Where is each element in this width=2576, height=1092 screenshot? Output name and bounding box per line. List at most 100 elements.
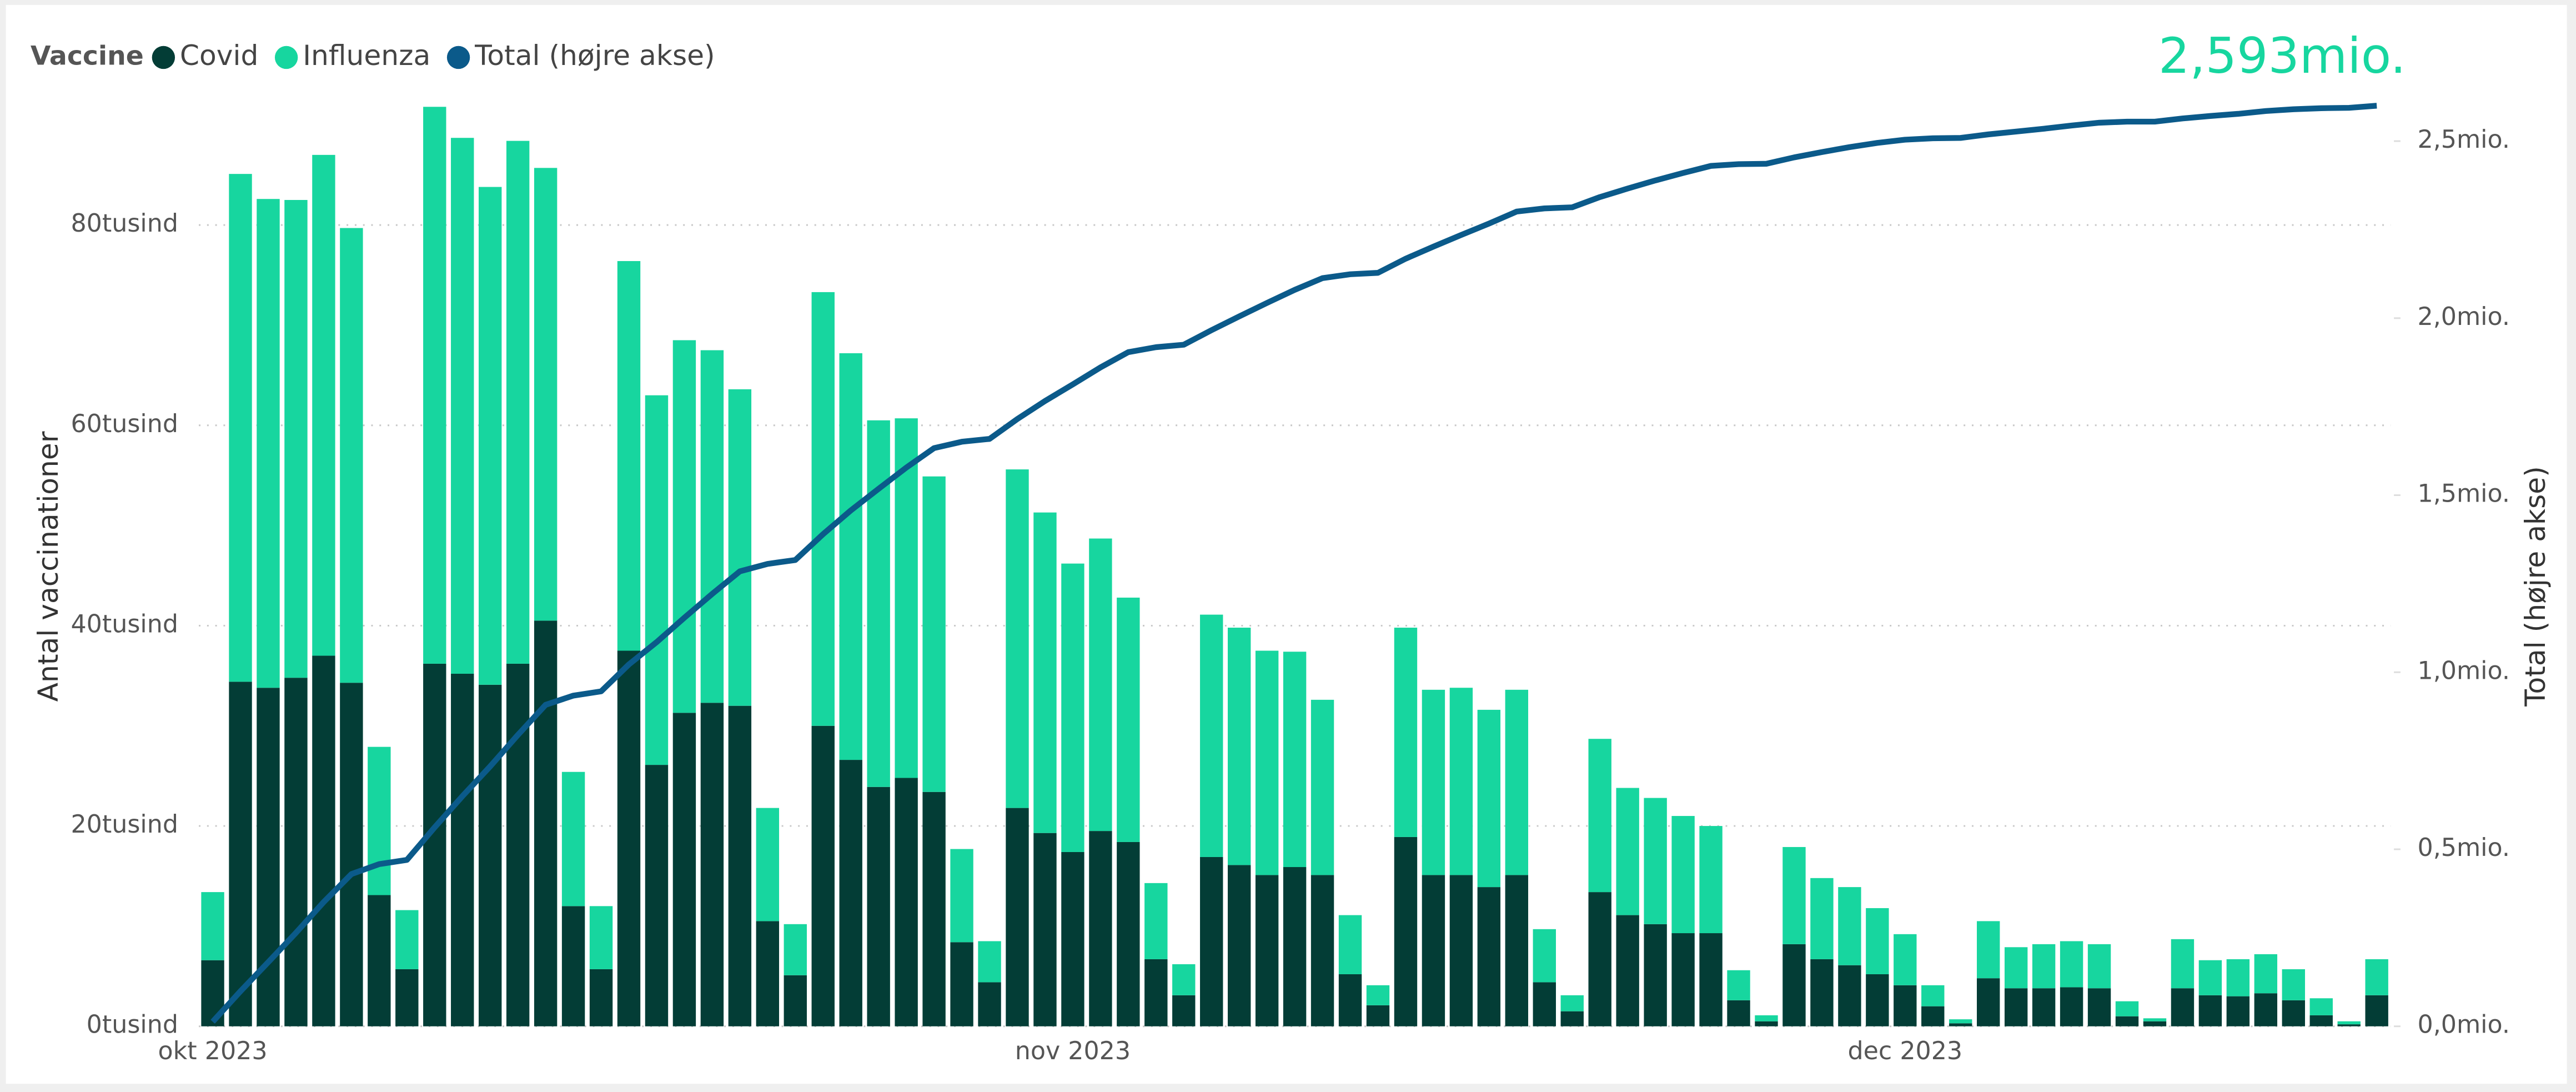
bar bbox=[2254, 993, 2278, 1026]
y-axis-title: Antal vaccinationer bbox=[32, 431, 64, 702]
bar bbox=[561, 906, 585, 1026]
bar bbox=[700, 350, 724, 703]
bar bbox=[1671, 816, 1695, 934]
bar bbox=[257, 688, 280, 1026]
bar bbox=[2365, 995, 2388, 1026]
bar bbox=[1449, 688, 1473, 875]
bar bbox=[257, 199, 280, 688]
bar bbox=[1755, 1015, 1778, 1021]
bar bbox=[368, 895, 391, 1026]
bar bbox=[1560, 1011, 1584, 1026]
bar bbox=[895, 778, 918, 1026]
bar bbox=[229, 682, 252, 1026]
bar bbox=[1283, 867, 1307, 1026]
x-tick-label: okt 2023 bbox=[158, 1037, 268, 1065]
bar bbox=[1422, 689, 1445, 875]
y2-tick-label: 1,0mio. bbox=[2417, 657, 2509, 685]
bar bbox=[1894, 934, 1917, 985]
bar bbox=[2226, 996, 2250, 1026]
y2-tick-label: 2,5mio. bbox=[2417, 126, 2509, 154]
bar bbox=[229, 174, 252, 682]
bar bbox=[2337, 1024, 2361, 1026]
bar bbox=[2115, 1016, 2139, 1026]
bar bbox=[2087, 988, 2111, 1026]
bar bbox=[1699, 933, 1723, 1026]
bar bbox=[534, 168, 558, 621]
bar bbox=[1699, 826, 1723, 934]
legend-label: Total (højre akse) bbox=[474, 39, 715, 72]
bar bbox=[1533, 929, 1556, 983]
bar bbox=[2060, 941, 2083, 988]
bar bbox=[784, 924, 807, 975]
bar bbox=[2282, 1000, 2305, 1026]
bar bbox=[1338, 974, 1362, 1026]
bar bbox=[2032, 988, 2056, 1026]
bar bbox=[672, 713, 696, 1026]
bar bbox=[1394, 628, 1418, 837]
bar bbox=[950, 849, 973, 943]
bar bbox=[284, 200, 308, 678]
bar bbox=[950, 942, 973, 1026]
bar bbox=[1505, 875, 1529, 1026]
bar bbox=[1949, 1019, 1972, 1024]
bar bbox=[728, 389, 752, 706]
y2-tick-label: 0,5mio. bbox=[2417, 834, 2509, 862]
bar bbox=[2060, 987, 2083, 1026]
bar bbox=[811, 292, 835, 726]
bar bbox=[1477, 887, 1501, 1026]
bar bbox=[1921, 985, 1945, 1006]
bar bbox=[867, 787, 890, 1026]
bar bbox=[1200, 856, 1223, 1026]
bar bbox=[811, 725, 835, 1026]
legend-marker bbox=[446, 46, 470, 69]
bar bbox=[1727, 1000, 1750, 1026]
bar bbox=[1366, 985, 1390, 1005]
bar bbox=[2171, 988, 2195, 1026]
bar bbox=[1782, 944, 1806, 1026]
bar bbox=[1033, 512, 1057, 833]
bar bbox=[1616, 788, 1639, 915]
bar bbox=[672, 340, 696, 713]
bar bbox=[506, 663, 530, 1026]
legend-label: Covid bbox=[180, 39, 258, 72]
bar bbox=[1117, 597, 1140, 842]
bar bbox=[2032, 944, 2056, 989]
bar bbox=[2171, 939, 2195, 989]
bar bbox=[922, 792, 946, 1026]
bar bbox=[2365, 959, 2388, 995]
bar bbox=[1144, 959, 1168, 1026]
bar bbox=[2198, 995, 2222, 1026]
y2-tick-label: 1,5mio. bbox=[2417, 480, 2509, 508]
bar bbox=[1338, 915, 1362, 974]
bar bbox=[1477, 709, 1501, 888]
bar bbox=[2309, 1015, 2333, 1026]
bar bbox=[1255, 875, 1279, 1026]
bar bbox=[451, 138, 474, 674]
bar bbox=[1810, 878, 1834, 959]
bar bbox=[1172, 964, 1196, 995]
bar bbox=[1310, 875, 1334, 1026]
bar bbox=[478, 187, 502, 685]
y-tick-label: 0tusind bbox=[87, 1011, 178, 1039]
bar bbox=[617, 261, 641, 651]
bar bbox=[2337, 1021, 2361, 1025]
bar bbox=[1977, 978, 2000, 1026]
bar bbox=[1394, 836, 1418, 1026]
bar bbox=[1089, 831, 1112, 1026]
y2-tick-label: 2,0mio. bbox=[2417, 303, 2509, 331]
bar bbox=[284, 678, 308, 1026]
bar bbox=[1033, 833, 1057, 1026]
bar bbox=[1755, 1021, 1778, 1026]
bar bbox=[2309, 998, 2333, 1015]
y-tick-label: 80tusind bbox=[71, 209, 178, 238]
bar bbox=[589, 906, 613, 969]
line bbox=[210, 103, 2377, 1024]
y-tick-label: 20tusind bbox=[71, 810, 178, 839]
bar bbox=[1616, 915, 1639, 1026]
bar bbox=[756, 921, 780, 1026]
bar bbox=[340, 228, 363, 683]
bar bbox=[1449, 875, 1473, 1026]
bar bbox=[478, 684, 502, 1026]
bar bbox=[368, 747, 391, 895]
